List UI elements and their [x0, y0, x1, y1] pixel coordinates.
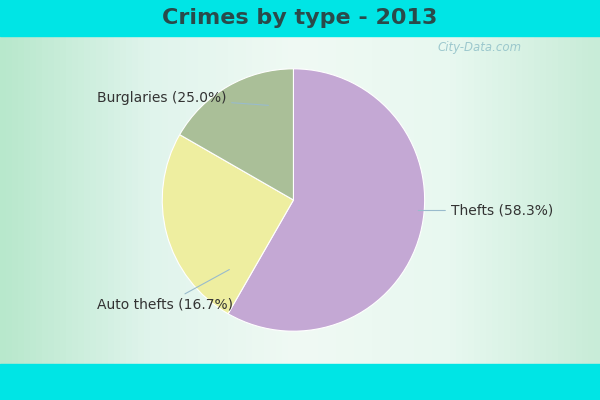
- Text: City-Data.com: City-Data.com: [438, 42, 522, 54]
- Text: Auto thefts (16.7%): Auto thefts (16.7%): [97, 270, 233, 312]
- Wedge shape: [179, 69, 293, 200]
- Text: Thefts (58.3%): Thefts (58.3%): [418, 204, 553, 218]
- Bar: [0, 364, 600, 400]
- Text: Crimes by type - 2013: Crimes by type - 2013: [163, 8, 437, 28]
- Bar: [0, 0, 600, 36]
- Wedge shape: [162, 135, 293, 314]
- Text: Burglaries (25.0%): Burglaries (25.0%): [97, 91, 268, 105]
- Wedge shape: [228, 69, 425, 331]
